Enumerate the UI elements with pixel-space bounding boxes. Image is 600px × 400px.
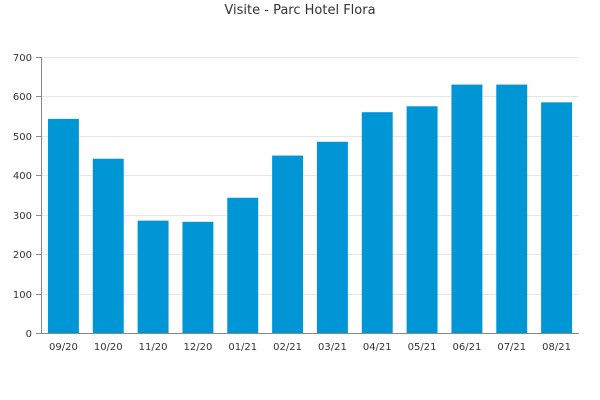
bar-03-21[interactable] (316, 141, 348, 333)
x-tick-label: 09/20 (49, 342, 78, 353)
chart-title: Visite - Parc Hotel Flora (224, 3, 376, 18)
y-tick-label: 500 (13, 132, 32, 143)
bar-11-20[interactable] (137, 220, 169, 333)
bar-04-21[interactable] (361, 112, 393, 333)
x-tick-label: 02/21 (273, 342, 302, 353)
bar-06-21[interactable] (451, 84, 483, 333)
axes (36, 57, 579, 334)
y-tick-label: 300 (13, 211, 32, 222)
bar-08-21[interactable] (541, 102, 573, 333)
bar-07-21[interactable] (496, 84, 528, 333)
bar-12-20[interactable] (182, 221, 214, 333)
y-tick-labels: 0 100 200 300 400 500 600 700 (13, 53, 32, 340)
x-tick-label: 08/21 (542, 342, 571, 353)
bar-02-21[interactable] (272, 155, 304, 333)
x-tick-label: 11/20 (139, 342, 168, 353)
bars (47, 84, 573, 334)
bar-01-21[interactable] (227, 197, 259, 333)
x-tick-labels: 09/20 10/20 11/20 12/20 01/21 02/21 03/21 04/21… (49, 342, 571, 353)
bar-09-20[interactable] (47, 118, 79, 334)
y-tick-label: 200 (13, 250, 32, 261)
x-tick-label: 05/21 (408, 342, 437, 353)
bar-10-20[interactable] (92, 158, 124, 333)
x-tick-label: 04/21 (363, 342, 392, 353)
y-tick-label: 700 (13, 53, 32, 64)
x-tick-label: 01/21 (228, 342, 257, 353)
y-tick-label: 0 (26, 329, 32, 340)
x-tick-label: 03/21 (318, 342, 347, 353)
x-tick-label: 07/21 (497, 342, 526, 353)
grid-lines (41, 57, 579, 295)
y-tick-label: 600 (13, 92, 32, 103)
y-tick-label: 400 (13, 171, 32, 182)
y-tick-label: 100 (13, 290, 32, 301)
x-tick-label: 10/20 (94, 342, 123, 353)
x-tick-label: 12/20 (184, 342, 213, 353)
bar-05-21[interactable] (406, 106, 438, 333)
x-tick-label: 06/21 (453, 342, 482, 353)
